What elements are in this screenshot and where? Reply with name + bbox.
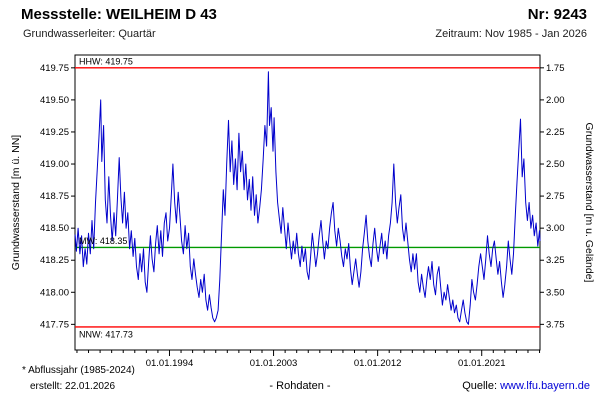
y-axis-right-title: Grundwasserstand [m u. Gelände]	[583, 123, 595, 283]
source-label: Quelle:	[462, 380, 501, 392]
source-link[interactable]: www.lfu.bayern.de	[500, 380, 590, 392]
y-axis-left-tick-label: 419.25	[40, 127, 69, 138]
y-axis-right-tick-label: 3.50	[546, 287, 565, 298]
y-axis-left-tick-label: 418.25	[40, 255, 69, 266]
plot-frame	[74, 54, 541, 351]
y-axis-right-tick-label: 3.25	[546, 255, 565, 266]
y-axis-right-tick-label: 2.25	[546, 127, 565, 138]
data-type-label: - Rohdaten -	[269, 380, 331, 392]
mw-label: MW: 418.35	[79, 236, 127, 246]
nnw-label: NNW: 417.73	[79, 329, 133, 339]
period-label: Zeitraum: Nov 1985 - Jan 2026	[435, 28, 587, 40]
y-axis-left-tick-label: 418.50	[40, 223, 69, 234]
x-axis-tick-label: 01.01.2021	[458, 358, 506, 366]
y-axis-left-tick-label: 419.00	[40, 159, 69, 170]
station-title: Messstelle: WEILHEIM D 43	[21, 6, 217, 23]
source-line: Quelle: www.lfu.bayern.de	[462, 380, 590, 392]
y-axis-right-tick-label: 1.75	[546, 63, 565, 74]
y-axis-right-tick-label: 2.00	[546, 95, 565, 106]
header-subtitle-row: Grundwasserleiter: Quartär Zeitraum: Nov…	[23, 28, 587, 40]
x-axis-tick-label: 01.01.1994	[146, 358, 194, 366]
footnote-abflussjahr: * Abflussjahr (1985-2024)	[22, 365, 135, 376]
y-axis-left-tick-label: 419.50	[40, 95, 69, 106]
y-axis-right-tick-label: 2.50	[546, 159, 565, 170]
y-axis-left-tick-label: 417.75	[40, 319, 69, 330]
station-number: Nr: 9243	[527, 6, 587, 23]
y-axis-left-title: Grundwasserstand [m ü. NN]	[10, 135, 22, 270]
x-axis-tick-label: 01.01.2012	[354, 358, 402, 366]
hhw-label: HHW: 419.75	[79, 56, 133, 66]
groundwater-series-line	[74, 71, 541, 325]
y-axis-right-tick-label: 3.00	[546, 223, 565, 234]
y-axis-right-tick-label: 2.75	[546, 191, 565, 202]
aquifer-label: Grundwasserleiter: Quartär	[23, 28, 156, 40]
y-axis-right-tick-label: 3.75	[546, 319, 565, 330]
y-axis-left-tick-label: 418.75	[40, 191, 69, 202]
header-title-row: Messstelle: WEILHEIM D 43 Nr: 9243	[21, 6, 587, 23]
groundwater-level-chart: 417.75 418.00 418.25 418.50 418.75 419.00 419.…	[10, 54, 595, 366]
y-axis-left-tick-label: 418.00	[40, 287, 69, 298]
x-axis-tick-label: 01.01.2003	[250, 358, 298, 366]
created-date: erstellt: 22.01.2026	[30, 381, 116, 392]
y-axis-left-tick-label: 419.75	[40, 63, 69, 74]
